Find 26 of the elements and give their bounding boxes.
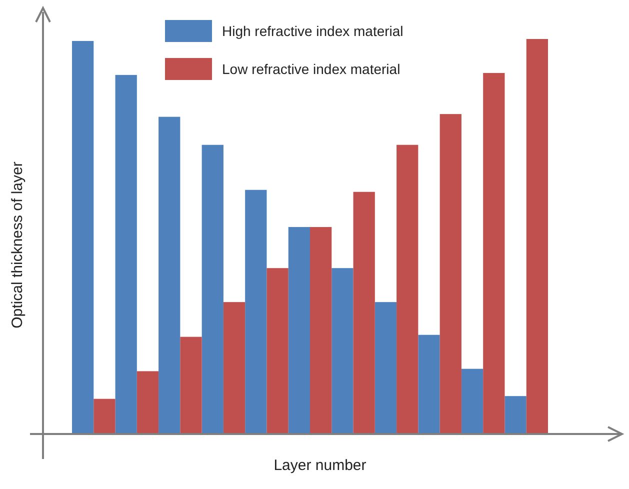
bar <box>136 371 159 434</box>
bar <box>310 227 332 434</box>
bar <box>374 302 397 434</box>
legend-label: High refractive index material <box>222 23 404 39</box>
y-axis-title: Optical thickness of layer <box>9 162 26 328</box>
bar <box>202 144 224 434</box>
bar <box>180 336 202 434</box>
bar <box>115 74 137 434</box>
bar <box>353 192 375 434</box>
bar <box>266 268 288 434</box>
bar <box>94 398 116 434</box>
bar <box>504 396 526 434</box>
bar <box>440 114 462 434</box>
bar <box>72 40 94 434</box>
bar <box>461 368 484 434</box>
bar <box>158 116 180 434</box>
bar <box>288 227 310 434</box>
legend-label: Low refractive index material <box>222 61 400 77</box>
bar <box>526 39 548 434</box>
bar <box>332 268 354 434</box>
x-axis-title: Layer number <box>274 457 366 474</box>
bar <box>396 144 418 434</box>
bar <box>223 302 246 434</box>
bar <box>418 334 440 434</box>
bar <box>245 190 267 434</box>
bar <box>483 72 505 434</box>
